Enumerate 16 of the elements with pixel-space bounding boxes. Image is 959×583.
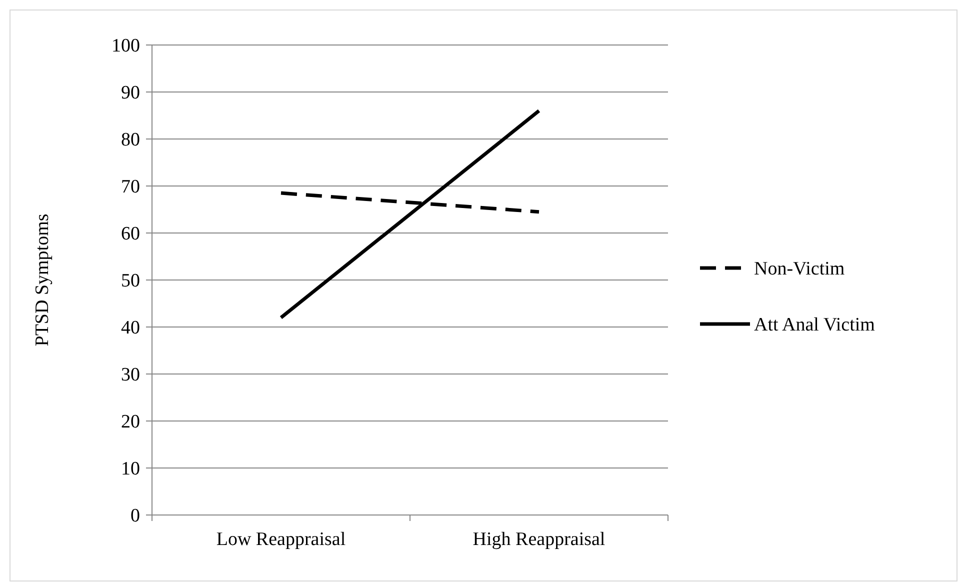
- y-tick-label: 80: [121, 130, 140, 151]
- x-tick-label: Low Reappraisal: [216, 529, 346, 550]
- y-tick-label: 90: [121, 82, 140, 104]
- y-tick-label: 30: [121, 364, 140, 386]
- y-tick-label: 20: [121, 412, 140, 433]
- y-tick-label: 70: [121, 176, 140, 198]
- y-axis-title: PTSD Symptoms: [32, 214, 53, 346]
- y-tick-label: 50: [121, 270, 140, 292]
- y-tick-label: 40: [121, 318, 140, 339]
- y-tick-label: 0: [130, 506, 140, 527]
- y-tick-label: 60: [121, 224, 140, 245]
- y-tick-label: 100: [112, 36, 140, 57]
- y-tick-label: 10: [121, 458, 140, 480]
- legend-label: Att Anal Victim: [754, 314, 876, 336]
- legend-label: Non-Victim: [754, 258, 845, 280]
- x-tick-label: High Reappraisal: [472, 529, 606, 550]
